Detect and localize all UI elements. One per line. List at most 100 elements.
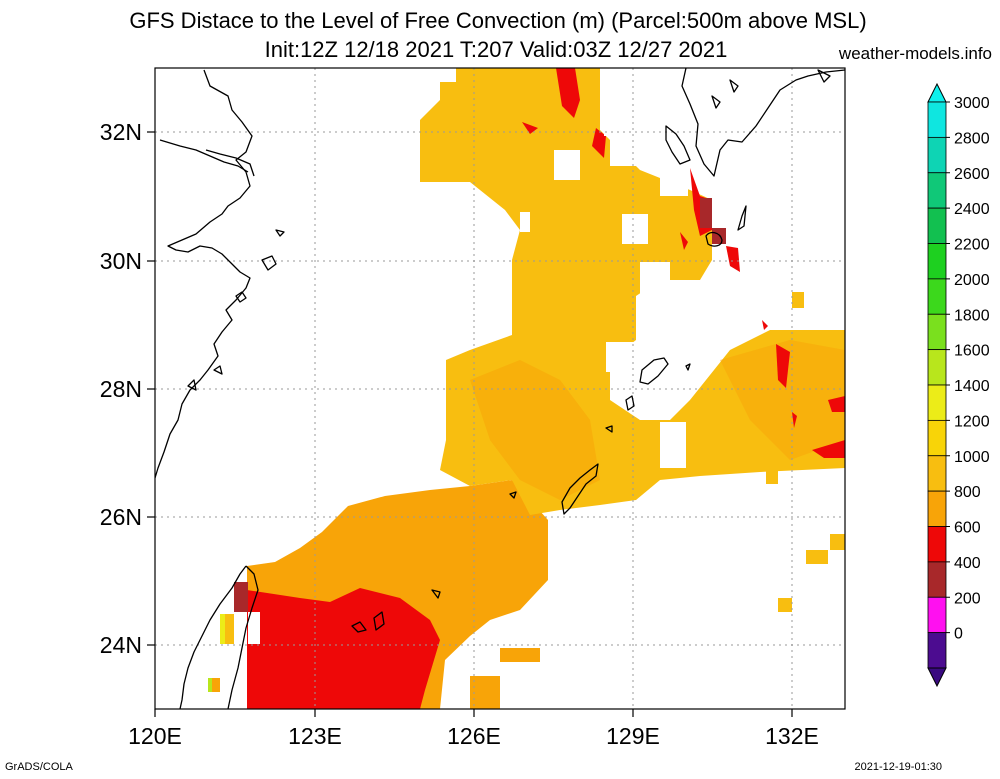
- colorbar-swatch: [927, 313, 947, 351]
- field-gap: [610, 136, 638, 166]
- site-credit: weather-models.info: [838, 44, 992, 63]
- graticule: [155, 68, 845, 709]
- lon-label: 123E: [288, 723, 342, 749]
- colorbar-label: 800: [954, 484, 981, 501]
- field-cell: [792, 292, 804, 308]
- colorbar-swatch: [927, 278, 947, 315]
- coastline-taiwan: [179, 565, 259, 709]
- colorbar-label: 2400: [954, 201, 990, 218]
- field-red-streak: [762, 320, 768, 330]
- field-cell: [778, 598, 792, 612]
- field-red-streak: [776, 344, 790, 388]
- colorbar-swatch: [927, 243, 947, 280]
- colorbar-swatch: [927, 632, 947, 669]
- chart-title: GFS Distace to the Level of Free Convect…: [129, 8, 867, 33]
- coastline-estuary: [205, 149, 255, 177]
- colorbar-top-arrow: [927, 82, 947, 103]
- lon-label: 129E: [606, 723, 660, 749]
- colorbar-label: 3000: [954, 95, 990, 112]
- colorbar-swatch: [927, 419, 947, 457]
- colorbar-swatch: [927, 596, 947, 634]
- field-orange-patch: [720, 340, 845, 460]
- field-gap: [248, 612, 260, 644]
- colorbar-label: 200: [954, 590, 981, 607]
- field-red-streak: [592, 128, 606, 158]
- field-darkred-cell: [712, 228, 726, 244]
- software-credit: GrADS/COLA: [5, 761, 73, 773]
- colorbar-swatch: [927, 136, 947, 174]
- field-cell: [500, 648, 540, 662]
- colorbar-label: 1000: [954, 449, 990, 466]
- colorbar-label: 1800: [954, 307, 990, 324]
- field-cell: [806, 550, 828, 564]
- coastline-estuary: [159, 139, 249, 173]
- field-gap: [660, 422, 686, 468]
- field-cell: [830, 534, 845, 550]
- colorbar-bottom-arrow: [927, 667, 947, 688]
- coastline-japan-islands: [711, 69, 831, 231]
- colorbar-swatch: [927, 561, 947, 598]
- colorbar-label: 1200: [954, 413, 990, 430]
- field-cell: [470, 676, 500, 709]
- field-red-streak: [812, 440, 845, 458]
- field-gap: [520, 212, 530, 232]
- field-red-south: [247, 588, 440, 709]
- coastline-small-islands: [351, 363, 691, 633]
- lat-label: 32N: [100, 119, 142, 145]
- colorbar-swatch: [927, 349, 947, 386]
- colorbar-label: 1400: [954, 378, 990, 395]
- field-red-streak: [556, 68, 580, 118]
- coastlines: [155, 68, 845, 709]
- field-gap: [622, 214, 648, 244]
- lat-label: 24N: [100, 632, 142, 658]
- lat-label: 28N: [100, 376, 142, 402]
- colorbar-swatch: [927, 384, 947, 421]
- field-cell: [220, 614, 225, 644]
- lon-label: 126E: [447, 723, 501, 749]
- colorbar-label: 400: [954, 555, 981, 572]
- colorbar-label: 1600: [954, 343, 990, 360]
- colorbar-swatch: [927, 101, 947, 138]
- coastline-yakushima: [705, 231, 723, 247]
- field-red-streak: [792, 412, 797, 428]
- colorbar-label: 2000: [954, 272, 990, 289]
- field-gap: [606, 342, 634, 372]
- axis-ticks: [147, 131, 793, 717]
- field-red-streak: [522, 122, 538, 134]
- colorbar-swatch: [927, 455, 947, 492]
- field-gap: [604, 120, 634, 136]
- lfc-field: [208, 68, 845, 709]
- lon-labels: 120E 123E 126E 129E 132E: [128, 723, 819, 749]
- colorbar-label: 2800: [954, 130, 990, 147]
- colorbar-swatch: [927, 526, 947, 563]
- lat-label: 30N: [100, 248, 142, 274]
- lon-label: 132E: [765, 723, 819, 749]
- lon-label: 120E: [128, 723, 182, 749]
- field-gap: [640, 262, 670, 298]
- field-cell: [766, 470, 778, 484]
- field-red-streak: [726, 246, 740, 272]
- field-darkred-cell: [700, 198, 712, 228]
- colorbar-label: 2200: [954, 237, 990, 254]
- coastline-china: [155, 69, 253, 479]
- chart-subtitle: Init:12Z 12/18 2021 T:207 Valid:03Z 12/2…: [264, 37, 728, 62]
- field-orange-patch: [470, 360, 600, 500]
- lat-labels: 32N 30N 28N 26N 24N: [100, 119, 142, 658]
- colorbar-swatch: [927, 207, 947, 244]
- coastline-amami: [639, 357, 669, 385]
- field-gap: [436, 68, 456, 82]
- coastline-kyushu-west: [665, 125, 691, 165]
- lat-label: 26N: [100, 504, 142, 530]
- render-timestamp: 2021-12-19-01:30: [854, 761, 942, 773]
- coastline-okinawa: [561, 463, 599, 515]
- coastline-kyushu: [681, 68, 845, 177]
- field-darkred-cell: [234, 582, 248, 612]
- field-gap: [554, 150, 580, 180]
- field-red-streak: [680, 232, 688, 250]
- field-gap: [476, 632, 500, 676]
- colorbar: 3000280026002400220020001800160014001200…: [927, 82, 990, 688]
- colorbar-label: 600: [954, 520, 981, 537]
- field-red-streak: [828, 396, 845, 412]
- coastline-islands: [187, 229, 285, 391]
